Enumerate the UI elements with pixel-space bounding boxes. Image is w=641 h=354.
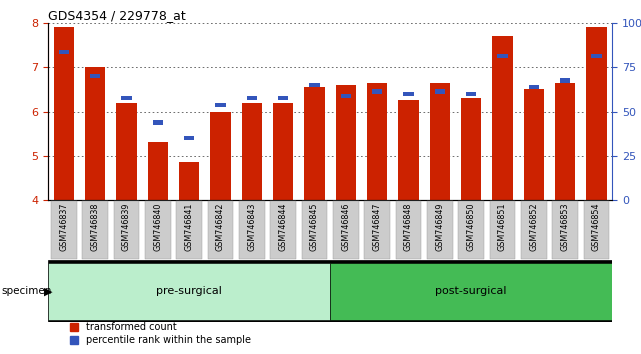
Bar — [340, 94, 351, 98]
Bar — [435, 89, 445, 94]
Bar — [179, 162, 199, 200]
Bar — [529, 85, 539, 89]
Bar — [524, 89, 544, 200]
FancyBboxPatch shape — [302, 201, 328, 259]
Bar — [310, 83, 319, 87]
Bar — [304, 87, 324, 200]
FancyBboxPatch shape — [208, 201, 233, 259]
Text: GSM746852: GSM746852 — [529, 203, 538, 251]
Bar — [247, 96, 257, 101]
Text: GSM746849: GSM746849 — [435, 203, 444, 251]
Bar — [555, 83, 576, 200]
FancyBboxPatch shape — [490, 201, 515, 259]
FancyBboxPatch shape — [330, 263, 612, 320]
Text: GSM746853: GSM746853 — [561, 203, 570, 251]
Text: GSM746837: GSM746837 — [59, 203, 68, 251]
Bar — [429, 83, 450, 200]
FancyBboxPatch shape — [521, 201, 547, 259]
Bar — [587, 27, 606, 200]
Text: ▶: ▶ — [44, 286, 52, 296]
Bar — [372, 89, 382, 94]
Text: specimen: specimen — [1, 286, 52, 296]
Text: GSM746838: GSM746838 — [90, 203, 99, 251]
Bar — [116, 103, 137, 200]
Text: GDS4354 / 229778_at: GDS4354 / 229778_at — [48, 9, 186, 22]
Text: GSM746844: GSM746844 — [279, 203, 288, 251]
Bar — [466, 92, 476, 96]
FancyBboxPatch shape — [333, 201, 358, 259]
Text: pre-surgical: pre-surgical — [156, 286, 222, 296]
Text: GSM746843: GSM746843 — [247, 203, 256, 251]
Bar — [592, 54, 601, 58]
Bar — [367, 83, 387, 200]
Bar — [560, 78, 570, 83]
Text: post-surgical: post-surgical — [435, 286, 507, 296]
FancyBboxPatch shape — [271, 201, 296, 259]
Bar — [336, 85, 356, 200]
Bar — [121, 96, 131, 101]
Text: GSM746847: GSM746847 — [372, 203, 381, 251]
FancyBboxPatch shape — [48, 260, 612, 322]
Text: GSM746845: GSM746845 — [310, 203, 319, 251]
Bar — [85, 67, 105, 200]
FancyBboxPatch shape — [553, 201, 578, 259]
FancyBboxPatch shape — [584, 201, 610, 259]
FancyBboxPatch shape — [395, 201, 421, 259]
Bar — [403, 92, 413, 96]
Bar — [398, 101, 419, 200]
FancyBboxPatch shape — [239, 201, 265, 259]
FancyBboxPatch shape — [113, 201, 139, 259]
Bar — [215, 103, 226, 107]
FancyBboxPatch shape — [427, 201, 453, 259]
FancyBboxPatch shape — [176, 201, 202, 259]
Bar — [278, 96, 288, 101]
Text: GSM746839: GSM746839 — [122, 203, 131, 251]
Text: GSM746841: GSM746841 — [185, 203, 194, 251]
FancyBboxPatch shape — [51, 201, 76, 259]
Bar — [210, 112, 231, 200]
Bar — [273, 103, 294, 200]
Text: GSM746854: GSM746854 — [592, 203, 601, 251]
Text: GSM746850: GSM746850 — [467, 203, 476, 251]
FancyBboxPatch shape — [364, 201, 390, 259]
Text: GSM746842: GSM746842 — [216, 203, 225, 251]
Bar — [461, 98, 481, 200]
Bar — [90, 74, 100, 78]
Bar — [147, 143, 168, 200]
FancyBboxPatch shape — [458, 201, 484, 259]
Text: GSM746840: GSM746840 — [153, 203, 162, 251]
Legend: transformed count, percentile rank within the sample: transformed count, percentile rank withi… — [66, 319, 255, 349]
Bar — [153, 120, 163, 125]
FancyBboxPatch shape — [48, 263, 330, 320]
Text: GSM746851: GSM746851 — [498, 203, 507, 251]
Bar — [497, 54, 508, 58]
Bar — [184, 136, 194, 140]
Bar — [492, 36, 513, 200]
FancyBboxPatch shape — [82, 201, 108, 259]
Text: GSM746846: GSM746846 — [341, 203, 350, 251]
Bar — [58, 50, 69, 54]
Bar — [242, 103, 262, 200]
FancyBboxPatch shape — [145, 201, 171, 259]
Bar — [54, 27, 74, 200]
Text: GSM746848: GSM746848 — [404, 203, 413, 251]
